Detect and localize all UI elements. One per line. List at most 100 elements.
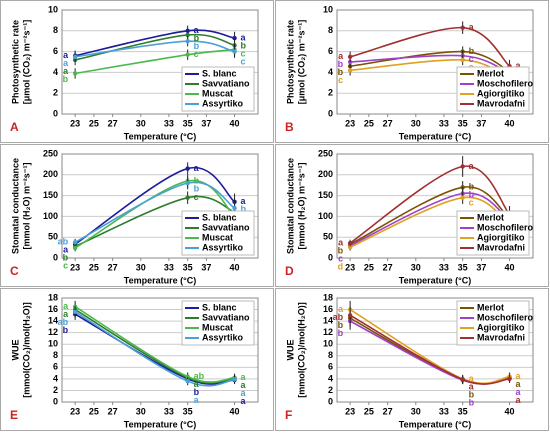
y-axis-title: [μmol (CO₂) m⁻²s⁻¹] [21,20,31,105]
significance-letter: ab [58,317,69,327]
significance-letter: a [241,380,247,390]
y-tick-label: 0 [53,252,58,262]
panel: 0 2 4 6 8 10 23 25 27 30 33 35 37 40 Temperature (°C) P… [0,0,274,143]
x-tick-label: 27 [383,118,393,128]
legend-label: Agiorgitiko [477,88,525,98]
x-tick-label: 27 [383,406,393,416]
series-line [74,48,235,75]
significance-letter: ab [333,312,344,322]
significance-letter: b [194,387,200,397]
data-point [185,32,190,38]
y-tick-label: 4 [328,67,333,77]
y-tick-label: 50 [48,232,58,242]
y-axis-title: WUE [285,340,295,361]
y-tick-label: 200 [43,169,58,179]
significance-letter: b [63,253,69,263]
legend-label: Muscat [202,232,233,242]
y-tick-label: 10 [323,4,333,14]
x-axis-title: Temperature (°C) [124,131,196,141]
y-tick-label: 200 [318,169,333,179]
y-tick-label: 150 [318,190,333,200]
data-point [232,205,237,211]
x-tick-label: 30 [136,406,146,416]
significance-letter: b [469,46,475,56]
x-tick-label: 40 [230,118,240,128]
significance-letter: a [194,395,200,405]
x-tick-label: 27 [108,406,118,416]
data-point [232,35,237,41]
data-point [507,376,512,382]
series-line [75,40,235,58]
significance-letter: c [63,261,68,271]
y-tick-label: 6 [53,362,58,372]
x-axis-title: Temperature (°C) [399,131,471,141]
data-point [347,244,353,250]
y-tick-label: 12 [323,327,333,337]
y-axis-title: Stomatal conductance [10,158,20,254]
significance-letter: a [516,371,522,381]
data-point [72,239,78,245]
y-tick-label: 2 [53,385,58,395]
data-point [347,240,353,246]
x-tick-label: 33 [439,118,449,128]
data-point [232,377,237,382]
legend-label: Mavrodafni [477,242,525,252]
legend-label: Assyrtiko [202,332,244,342]
y-tick-label: 100 [318,211,333,221]
y-tick-label: 12 [48,327,58,337]
legend-label: Muscat [202,88,233,98]
legend-label: Savvatiano [202,222,250,232]
plot-frame [61,9,259,115]
significance-letter: a [469,381,475,391]
legend-label: Moschofilero [477,312,534,322]
y-tick-label: 250 [43,148,58,158]
significance-letter: ab [194,371,205,381]
data-point [185,379,190,384]
significance-letter: c [469,54,474,64]
x-tick-label: 33 [164,262,174,272]
data-point [72,71,78,76]
data-point [185,195,190,200]
legend-label: Merlot [477,302,504,312]
x-tick-label: 30 [411,118,421,128]
series-line [74,179,236,249]
y-tick-label: 6 [53,46,58,56]
significance-letter: a [469,373,475,383]
x-axis-title: Temperature (°C) [124,275,196,285]
x-tick-label: 23 [70,406,80,416]
significance-letter: b [469,389,475,399]
x-tick-label: 35 [183,118,193,128]
legend-label: Agiorgitiko [477,232,525,242]
x-tick-label: 33 [164,118,174,128]
series-line [74,311,235,387]
panel-label: E [10,408,18,422]
x-tick-label: 37 [201,118,211,128]
x-tick-label: 27 [108,118,118,128]
legend-label: Savvatiano [202,312,250,322]
series-line [74,33,235,61]
y-axis-title: [mmol(CO₂)/mol(H₂O)] [21,302,31,397]
y-tick-label: 0 [53,108,58,118]
legend-label: Muscat [202,322,233,332]
significance-letter: c [469,198,474,208]
x-tick-label: 25 [89,406,99,416]
y-axis-title: Photosynthetic rate [10,20,20,104]
y-tick-label: 2 [53,88,58,98]
x-tick-label: 35 [458,262,468,272]
y-axis-title: [mmol (H₂O) m⁻²s⁻¹] [296,163,306,250]
y-axis-title: Photosynthetic rate [285,20,295,104]
y-tick-label: 10 [48,339,58,349]
panel-label: D [285,264,294,278]
significance-letter: b [338,59,344,69]
legend-label: Moschofilero [477,78,534,88]
x-tick-label: 40 [230,406,240,416]
plot-frame [61,153,259,259]
y-tick-label: 4 [328,373,333,383]
significance-letter: d [338,261,344,271]
y-tick-label: 14 [323,315,333,325]
significance-letter: b [241,40,247,50]
significance-letter: a [194,25,200,35]
x-tick-label: 25 [89,262,99,272]
